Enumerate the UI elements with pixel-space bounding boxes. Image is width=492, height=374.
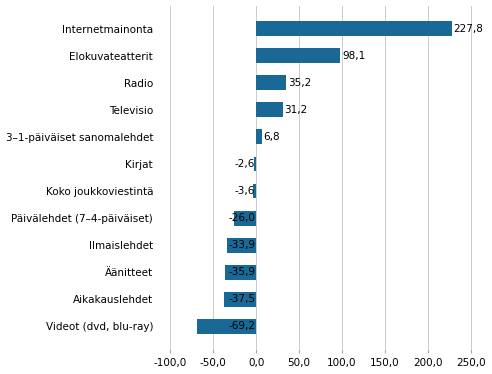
Text: 31,2: 31,2: [284, 105, 308, 115]
Text: -33,9: -33,9: [228, 240, 255, 250]
Bar: [227, 238, 256, 252]
Bar: [224, 292, 256, 307]
Text: -69,2: -69,2: [228, 321, 255, 331]
Bar: [256, 75, 286, 90]
Text: 98,1: 98,1: [342, 51, 366, 61]
Bar: [254, 156, 256, 171]
Text: 227,8: 227,8: [454, 24, 484, 34]
Bar: [253, 184, 256, 199]
Text: -35,9: -35,9: [228, 267, 255, 277]
Bar: [256, 48, 340, 63]
Text: 35,2: 35,2: [288, 78, 311, 88]
Bar: [256, 102, 283, 117]
Bar: [256, 129, 262, 144]
Bar: [197, 319, 256, 334]
Text: -26,0: -26,0: [228, 213, 255, 223]
Bar: [225, 265, 256, 280]
Text: -3,6: -3,6: [235, 186, 255, 196]
Bar: [256, 21, 452, 36]
Bar: [234, 211, 256, 226]
Text: -2,6: -2,6: [235, 159, 255, 169]
Text: -37,5: -37,5: [228, 294, 255, 304]
Text: 6,8: 6,8: [264, 132, 280, 142]
